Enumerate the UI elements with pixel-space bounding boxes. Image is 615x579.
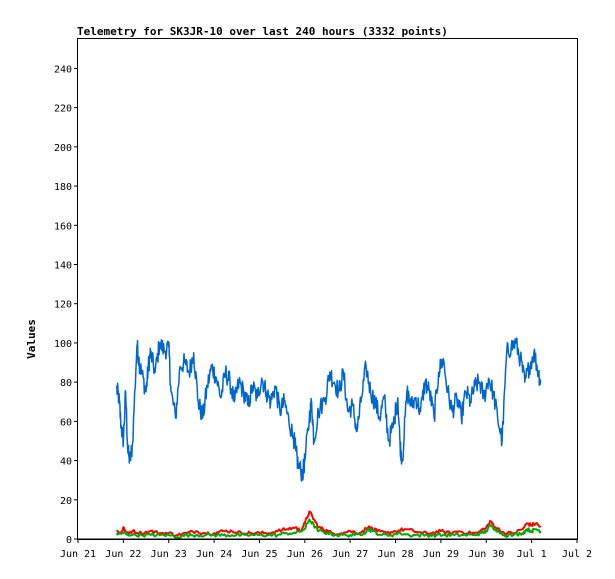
series-line-2 bbox=[116, 510, 542, 537]
x-tick-label: Jun 26 bbox=[287, 549, 323, 560]
y-tick-label: 100 bbox=[54, 339, 72, 350]
y-axis-ticks: 0 20 40 60 80 100 120 140 160 180 200 220 240 bbox=[54, 64, 78, 546]
x-tick-label: Jun 21 bbox=[60, 549, 96, 560]
y-tick-label: 20 bbox=[60, 496, 72, 507]
x-tick-label: Jun 24 bbox=[196, 549, 232, 560]
y-tick-label: 240 bbox=[54, 64, 72, 75]
x-tick-label: Jun 28 bbox=[377, 549, 413, 560]
chart-title: Telemetry for SK3JR-10 over last 240 hou… bbox=[77, 25, 448, 38]
x-tick-label: Jun 22 bbox=[105, 549, 141, 560]
x-tick-label: Jul 2 bbox=[562, 549, 592, 560]
y-tick-label: 120 bbox=[54, 300, 72, 311]
x-tick-label: Jun 25 bbox=[241, 549, 277, 560]
y-tick-label: 200 bbox=[54, 143, 72, 154]
y-tick-label: 60 bbox=[60, 417, 72, 428]
x-tick-label: Jun 27 bbox=[332, 549, 368, 560]
series-line-1 bbox=[115, 337, 542, 482]
x-tick-label: Jun 30 bbox=[468, 549, 504, 560]
y-axis-label: Values bbox=[25, 319, 38, 359]
x-tick-label: Jul 1 bbox=[517, 549, 547, 560]
y-tick-label: 180 bbox=[54, 182, 72, 193]
y-tick-label: 0 bbox=[66, 535, 72, 546]
y-tick-label: 140 bbox=[54, 260, 72, 271]
y-tick-label: 160 bbox=[54, 221, 72, 232]
y-tick-label: 40 bbox=[60, 457, 72, 468]
x-tick-label: Jun 23 bbox=[151, 549, 187, 560]
y-tick-label: 220 bbox=[54, 104, 72, 115]
series-line-3 bbox=[115, 518, 542, 540]
y-tick-label: 80 bbox=[60, 378, 72, 389]
series-layer bbox=[78, 337, 577, 540]
x-axis-ticks: Jun 21 Jun 22 Jun 23 Jun 24 Jun 25 Jun 26 Jun … bbox=[60, 539, 592, 560]
x-tick-label: Jun 29 bbox=[423, 549, 459, 560]
